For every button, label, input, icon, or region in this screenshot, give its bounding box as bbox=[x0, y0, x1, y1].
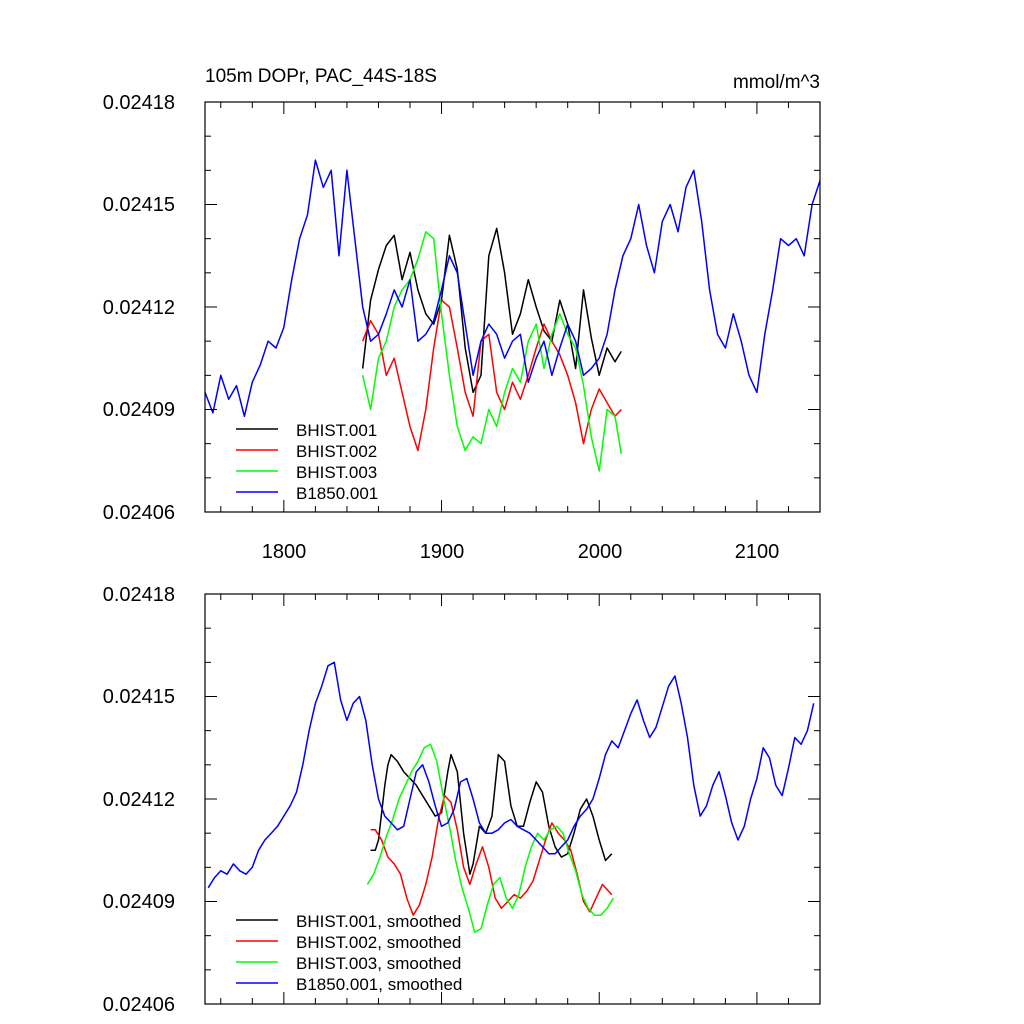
legend-label: B1850.001, smoothed bbox=[296, 975, 462, 994]
series-line-bhist-002 bbox=[362, 299, 622, 452]
y-tick-label: 0.02418 bbox=[103, 92, 175, 114]
legend-label: BHIST.002 bbox=[296, 442, 377, 461]
legend-label: BHIST.003 bbox=[296, 463, 377, 482]
y-tick-label: 0.02406 bbox=[103, 502, 175, 524]
series-line-bhist-003 bbox=[361, 231, 623, 472]
series-line-b1850-001-smoothed bbox=[207, 661, 815, 889]
y-tick-label: 0.02409 bbox=[103, 891, 175, 913]
series-line-bhist-002-smoothed bbox=[370, 794, 613, 916]
x-tick-label: 2000 bbox=[578, 541, 623, 563]
top-legend: BHIST.001 BHIST.002 BHIST.003 B1850.001 bbox=[236, 421, 378, 503]
series-line-bhist-001 bbox=[361, 227, 622, 394]
bottom-panel: 0.02418 0.02415 0.02412 0.02409 0.02406 … bbox=[103, 584, 821, 1016]
y-tick-label: 0.02406 bbox=[103, 994, 175, 1016]
series-line-b1850-001 bbox=[204, 159, 821, 418]
x-tick-label: 1900 bbox=[420, 541, 465, 563]
x-tick-label: 1800 bbox=[262, 541, 307, 563]
top-y-tick-labels: 0.02418 0.02415 0.02412 0.02409 0.02406 bbox=[103, 92, 175, 524]
top-x-tick-labels: 1800 1900 2000 2100 bbox=[262, 541, 780, 563]
legend-label: BHIST.001 bbox=[296, 421, 377, 440]
bottom-legend: BHIST.001, smoothed BHIST.002, smoothed … bbox=[236, 912, 462, 994]
legend-label: BHIST.001, smoothed bbox=[296, 912, 461, 931]
legend-label: BHIST.003, smoothed bbox=[296, 954, 461, 973]
top-plot-area bbox=[204, 159, 821, 472]
y-tick-label: 0.02415 bbox=[103, 194, 175, 216]
x-tick-label: 2100 bbox=[735, 541, 780, 563]
y-tick-label: 0.02418 bbox=[103, 584, 175, 606]
legend-label: B1850.001 bbox=[296, 484, 378, 503]
top-panel-units: mmol/m^3 bbox=[733, 72, 820, 93]
y-tick-label: 0.02415 bbox=[103, 686, 175, 708]
top-panel: 105m DOPr, PAC_44S-18S mmol/m^3 0.02418 … bbox=[103, 66, 821, 563]
series-line-bhist-003-smoothed bbox=[366, 743, 615, 933]
bottom-y-tick-labels: 0.02418 0.02415 0.02412 0.02409 0.02406 bbox=[103, 584, 175, 1016]
top-ticks bbox=[205, 101, 821, 513]
y-tick-label: 0.02412 bbox=[103, 789, 175, 811]
legend-label: BHIST.002, smoothed bbox=[296, 933, 461, 952]
bottom-ticks bbox=[205, 593, 821, 1005]
y-tick-label: 0.02412 bbox=[103, 297, 175, 319]
top-panel-title: 105m DOPr, PAC_44S-18S bbox=[205, 66, 437, 87]
bottom-plot-area bbox=[207, 661, 815, 933]
y-tick-label: 0.02409 bbox=[103, 399, 175, 421]
